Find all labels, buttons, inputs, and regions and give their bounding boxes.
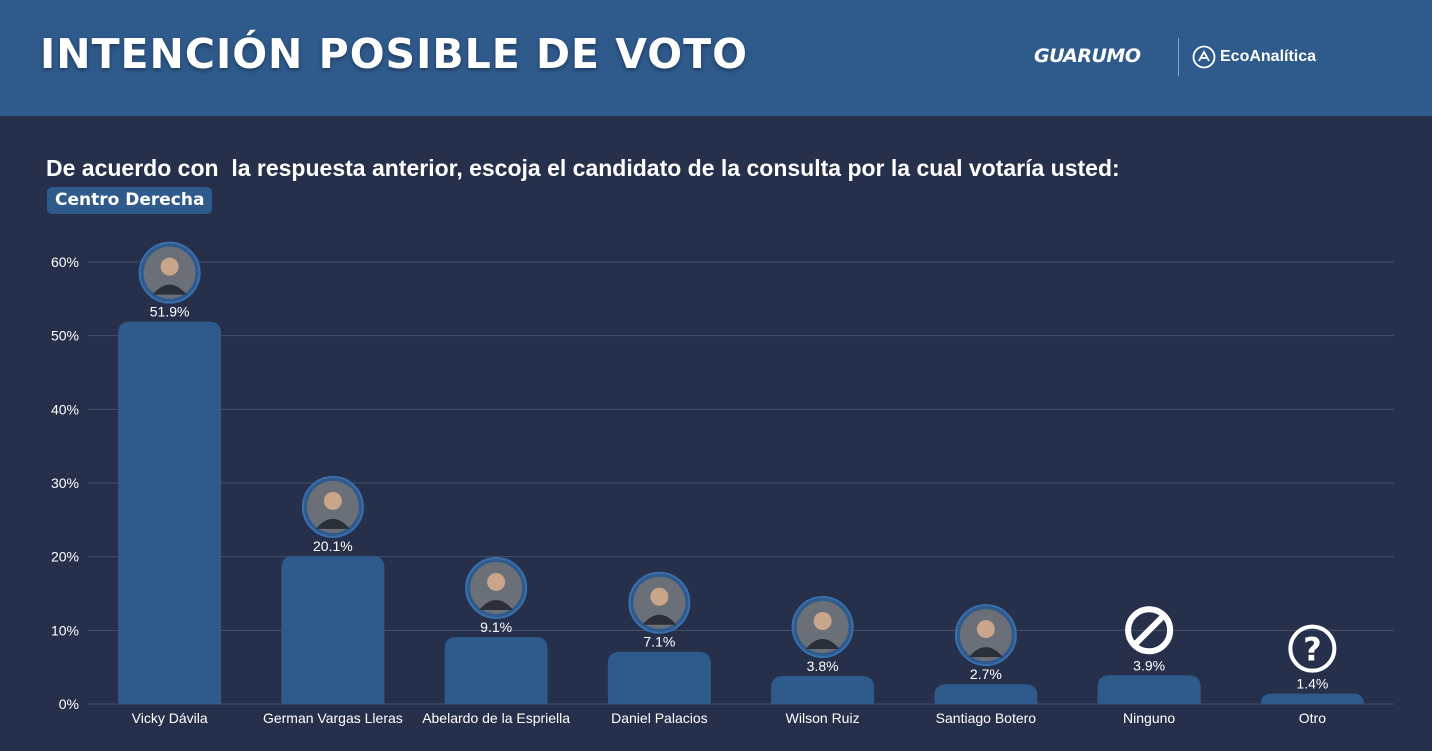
- y-tick-label: 20%: [51, 549, 79, 565]
- x-tick-label: Otro: [1299, 710, 1326, 726]
- y-tick-label: 0%: [59, 696, 79, 712]
- data-label: 3.8%: [807, 658, 839, 674]
- y-tick-label: 40%: [51, 401, 79, 417]
- bar: [1097, 675, 1201, 704]
- x-tick-label: Wilson Ruiz: [786, 710, 860, 726]
- candidate-photo-body: [479, 599, 514, 610]
- bar: [934, 684, 1038, 704]
- bar: [281, 555, 385, 704]
- candidate-photo-body: [642, 614, 677, 625]
- data-label: 2.7%: [970, 666, 1002, 682]
- candidate-photo-head: [813, 612, 832, 631]
- y-tick-label: 60%: [51, 254, 79, 270]
- question-icon-glyph: ?: [1303, 631, 1322, 669]
- logo-divider: [1178, 38, 1179, 76]
- x-tick-label: Santiago Botero: [936, 710, 1037, 726]
- x-tick-label: German Vargas Lleras: [263, 710, 403, 726]
- bar: [1260, 693, 1364, 704]
- prohibited-icon-slash: [1133, 614, 1166, 647]
- survey-question: De acuerdo con la respuesta anterior, es…: [46, 155, 1120, 181]
- question-icon: [1288, 624, 1337, 673]
- data-label: 7.1%: [643, 634, 675, 650]
- candidate-photo-head: [650, 587, 669, 606]
- y-tick-label: 30%: [51, 475, 79, 491]
- y-tick-label: 50%: [51, 328, 79, 344]
- x-tick-label: Ninguno: [1123, 710, 1175, 726]
- data-label: 20.1%: [313, 538, 353, 554]
- bar: [607, 651, 711, 704]
- prohibited-icon: [1125, 606, 1174, 655]
- data-label: 9.1%: [480, 619, 512, 635]
- x-tick-label: Abelardo de la Espriella: [422, 710, 570, 726]
- bar: [118, 321, 222, 704]
- page-title: INTENCIÓN POSIBLE DE VOTO: [40, 30, 748, 78]
- category-tag: Centro Derecha: [47, 187, 213, 214]
- x-tick-label: Daniel Palacios: [611, 710, 708, 726]
- guarumo-logo: GUARUMO: [1034, 45, 1141, 67]
- candidate-photo-body: [805, 639, 840, 650]
- candidate-photo-head: [976, 620, 995, 639]
- candidate-photo-body: [968, 647, 1003, 658]
- candidate-photo-body: [315, 518, 350, 529]
- candidate-photo-head: [160, 257, 179, 276]
- data-label: 3.9%: [1133, 657, 1165, 673]
- x-tick-label: Vicky Dávila: [132, 710, 208, 726]
- candidate-photo-head: [323, 491, 342, 510]
- data-label: 51.9%: [150, 304, 190, 320]
- candidate-photo-body: [152, 284, 187, 295]
- y-tick-label: 10%: [51, 622, 79, 638]
- bar: [444, 636, 548, 704]
- ecoanalitica-icon: [1192, 45, 1216, 69]
- candidate-photo-head: [487, 572, 506, 591]
- data-label: 1.4%: [1296, 676, 1328, 692]
- ecoanalitica-logo: EcoAnalítica: [1192, 44, 1316, 70]
- header-banner: INTENCIÓN POSIBLE DE VOTO GUARUMO EcoAna…: [0, 0, 1432, 116]
- bar: [771, 676, 875, 704]
